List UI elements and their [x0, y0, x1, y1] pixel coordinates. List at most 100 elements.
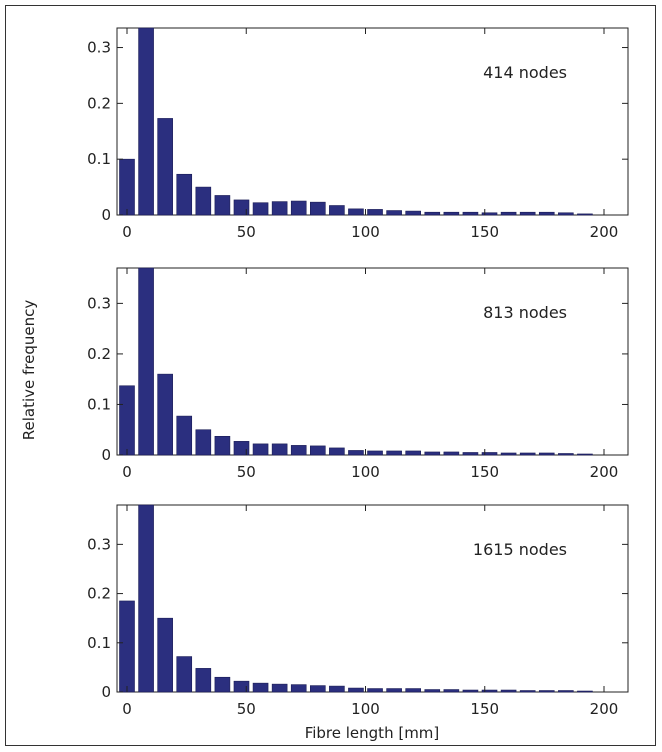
bar	[233, 441, 250, 456]
bar	[538, 690, 555, 693]
panel-1: 0 50 100 150 200 0 0.1 0.2 0.3 414 nodes	[87, 27, 629, 241]
bar	[367, 209, 383, 216]
bar	[443, 211, 460, 216]
x-tick-label: 150	[470, 223, 499, 241]
bar	[252, 202, 269, 216]
bar	[290, 200, 307, 216]
x-tick-label: 200	[590, 463, 619, 481]
bar	[329, 205, 345, 216]
bar	[309, 201, 326, 216]
bar	[519, 211, 536, 216]
bar	[195, 668, 212, 693]
bar	[424, 689, 441, 693]
y-tick-label: 0.2	[87, 585, 111, 603]
bar	[519, 690, 536, 693]
bar	[233, 680, 250, 693]
panel-axes-box	[116, 267, 629, 456]
x-tick-label: 100	[351, 700, 380, 718]
bar	[500, 211, 517, 216]
y-tick-label: 0	[101, 683, 111, 701]
bar	[424, 451, 441, 456]
bar	[577, 690, 593, 693]
bar	[157, 373, 173, 456]
bar	[538, 211, 555, 216]
bar	[195, 429, 212, 456]
bar	[119, 385, 135, 456]
bar	[348, 208, 364, 216]
bar	[252, 443, 269, 456]
bar	[405, 210, 422, 216]
x-tick-label: 150	[470, 463, 499, 481]
x-tick-label: 0	[122, 463, 132, 481]
bar	[577, 213, 593, 216]
x-tick-label: 50	[237, 463, 256, 481]
bar	[405, 450, 422, 456]
x-axis-label: Fibre length [mm]	[305, 724, 440, 742]
y-tick-label: 0.3	[87, 39, 111, 57]
bar	[271, 443, 288, 456]
panel-axes-box	[116, 27, 629, 216]
bar	[138, 267, 154, 456]
bar	[386, 688, 402, 693]
bar	[386, 210, 402, 216]
bar	[176, 656, 193, 693]
bar	[481, 212, 498, 216]
y-axis-label: Relative frequency	[20, 300, 38, 441]
x-tick-label: 50	[237, 700, 256, 718]
bar	[271, 683, 288, 693]
bar	[214, 435, 231, 456]
panel-node-count-label: 813 nodes	[483, 303, 567, 322]
bar	[176, 415, 193, 456]
bar	[329, 447, 345, 456]
bar	[348, 450, 364, 456]
bar	[424, 211, 441, 216]
y-tick-label: 0.1	[87, 634, 111, 652]
bar	[462, 452, 479, 456]
bar	[367, 450, 383, 456]
bar	[538, 452, 555, 456]
bar	[348, 687, 364, 693]
y-tick-label: 0.1	[87, 395, 111, 413]
bar	[558, 453, 574, 456]
bar	[290, 445, 307, 456]
y-tick-label: 0.2	[87, 345, 111, 363]
bar	[481, 452, 498, 456]
y-tick-label: 0.3	[87, 535, 111, 553]
bar	[214, 676, 231, 693]
bar	[214, 195, 231, 216]
x-tick-label: 0	[122, 223, 132, 241]
bar	[271, 201, 288, 216]
bar	[500, 452, 517, 456]
bar	[290, 684, 307, 693]
y-tick-label: 0.2	[87, 94, 111, 112]
bar	[519, 452, 536, 456]
panel-node-count-label: 1615 nodes	[473, 540, 567, 559]
bar	[233, 199, 250, 216]
bar	[577, 453, 593, 456]
bar	[309, 445, 326, 456]
bar	[119, 600, 135, 693]
bar	[252, 682, 269, 693]
bar	[462, 689, 479, 693]
x-tick-label: 100	[351, 463, 380, 481]
bar	[119, 158, 135, 216]
bar	[367, 688, 383, 693]
panel-node-count-label: 414 nodes	[483, 63, 567, 82]
bar	[558, 690, 574, 693]
x-tick-label: 50	[237, 223, 256, 241]
figure-frame	[5, 5, 656, 746]
bar	[386, 450, 402, 456]
y-tick-label: 0.3	[87, 294, 111, 312]
panel-2: 0 50 100 150 200 0 0.1 0.2 0.3 813 nodes	[87, 267, 629, 481]
bar	[138, 504, 154, 693]
x-tick-label: 0	[122, 700, 132, 718]
x-tick-label: 200	[590, 700, 619, 718]
x-tick-label: 100	[351, 223, 380, 241]
y-tick-label: 0	[101, 446, 111, 464]
bar	[462, 211, 479, 216]
bar	[176, 173, 193, 216]
bar	[481, 689, 498, 693]
x-tick-label: 150	[470, 700, 499, 718]
bar	[309, 685, 326, 693]
bar	[558, 212, 574, 216]
